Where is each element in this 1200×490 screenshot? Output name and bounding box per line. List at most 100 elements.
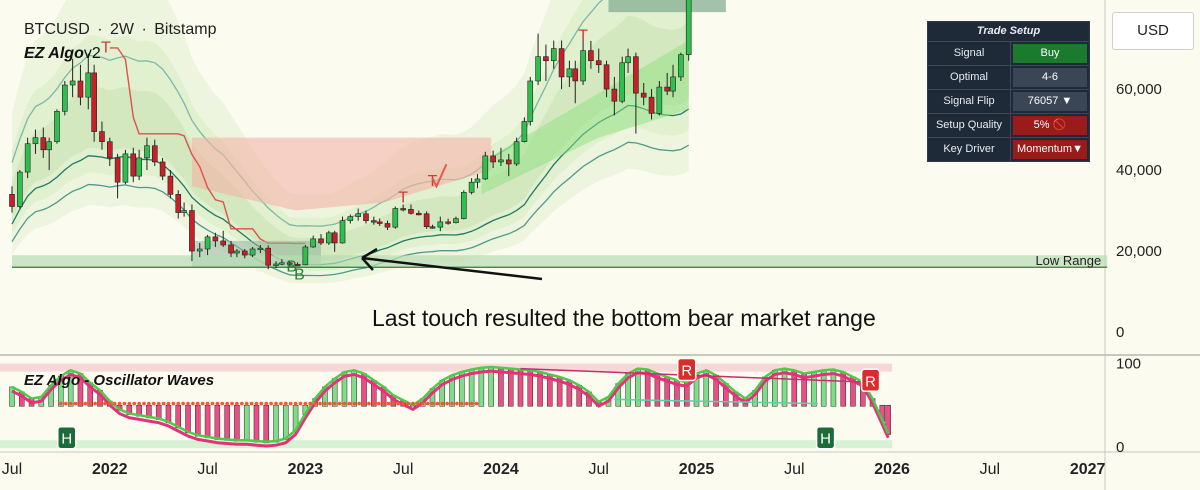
osc-dot <box>103 401 107 406</box>
indicator-name-main: EZ Algo <box>24 45 84 62</box>
candle-body <box>228 244 234 254</box>
resistance-zone-shape <box>191 137 492 211</box>
osc-dot <box>259 401 264 406</box>
osc-dot <box>93 401 97 406</box>
osc-histogram-bar <box>488 366 494 407</box>
candle-body <box>181 210 187 213</box>
candle-body <box>453 218 459 223</box>
osc-dot <box>362 401 366 406</box>
osc-dot <box>318 401 322 406</box>
candle-body <box>527 80 534 122</box>
osc-dot <box>420 401 425 406</box>
osc-dot <box>401 401 405 406</box>
osc-dot <box>171 401 176 406</box>
osc-wave-line <box>11 365 890 444</box>
osc-dot <box>186 401 190 406</box>
candle-body <box>490 155 496 163</box>
candle-body <box>415 213 422 216</box>
candle-body <box>24 143 31 173</box>
candle-body <box>482 155 489 180</box>
candle-body <box>91 72 97 132</box>
candle-body <box>159 161 166 177</box>
setup-label: Optimal <box>928 66 1011 89</box>
osc-histogram-bar <box>224 404 230 441</box>
candle-body <box>445 221 451 224</box>
candle-body <box>136 157 142 177</box>
candle-body <box>130 153 137 177</box>
osc-dot <box>391 401 396 406</box>
candle-body <box>310 238 316 248</box>
setup-value: Buy <box>1013 44 1087 63</box>
osc-dot <box>112 401 117 406</box>
candle-body <box>302 246 309 266</box>
candle-body <box>62 84 68 112</box>
setup-value: 5% 🚫 <box>1013 116 1087 135</box>
candle-body <box>32 137 39 145</box>
candle-body <box>408 209 414 214</box>
indicator-name: EZ Algov2 <box>24 45 101 62</box>
osc-dot <box>200 401 205 406</box>
setup-label: Signal Flip <box>928 90 1011 113</box>
candle-body <box>437 221 444 228</box>
candle-body <box>670 76 676 92</box>
candle-body <box>558 48 565 78</box>
osc-dot <box>240 401 244 406</box>
candle-body <box>106 141 113 159</box>
osc-histogram-bar <box>273 404 279 443</box>
candle-body <box>234 250 240 254</box>
candle-body <box>513 141 520 165</box>
osc-dot <box>63 401 68 406</box>
time-tick-label: 2026 <box>874 461 910 478</box>
candle-body <box>273 263 279 266</box>
osc-dot <box>137 401 141 406</box>
candle-body <box>46 141 52 151</box>
osc-dot <box>323 401 327 406</box>
osc-histogram-bar <box>234 404 240 442</box>
time-tick-label: 2025 <box>679 461 715 478</box>
osc-dot <box>215 401 220 406</box>
candle-body <box>498 159 504 163</box>
osc-histogram-bar <box>175 404 181 429</box>
candle-body <box>376 221 383 224</box>
osc-dot <box>396 401 401 406</box>
osc-dot <box>220 401 225 406</box>
price-band <box>12 15 689 262</box>
candle-body <box>566 68 573 78</box>
osc-histogram-bar <box>263 404 269 444</box>
osc-tick-label: 100 <box>1116 356 1141 373</box>
price-tick-label: 20,000 <box>1116 243 1162 260</box>
osc-r-marker <box>676 357 697 382</box>
top-signal-marker: T <box>428 173 438 190</box>
osc-h-marker <box>57 425 77 450</box>
osc-dot <box>381 401 386 406</box>
osc-dot <box>98 401 102 406</box>
osc-dot <box>337 401 342 406</box>
candle-body <box>588 50 594 62</box>
time-tick-label: Jul <box>588 461 608 478</box>
osc-dot <box>225 401 229 406</box>
osc-dot <box>274 401 278 406</box>
osc-dot <box>425 401 430 406</box>
candle-body <box>339 220 346 244</box>
osc-dot <box>151 401 156 406</box>
currency-button[interactable]: USD <box>1112 12 1194 50</box>
time-axis: Jul 2022 Jul 2023 Jul 2024 Jul 2025 Jul 2026 Jul 20… <box>2 461 1106 478</box>
time-tick-label: Jul <box>2 461 22 478</box>
top-zone <box>608 0 726 13</box>
osc-dot <box>328 401 332 406</box>
osc-dot <box>191 401 195 406</box>
candle-body <box>220 240 227 246</box>
time-tick-label: 2027 <box>1070 461 1106 478</box>
low-range-band <box>12 255 1108 268</box>
osc-dot <box>332 401 337 406</box>
osc-dot <box>455 401 459 406</box>
price-axis: 0 20,000 40,000 60,000 <box>1116 81 1162 341</box>
osc-r-marker <box>860 368 881 393</box>
annotation-arrow-shaft <box>361 256 543 281</box>
osc-histogram-bar <box>9 386 15 407</box>
candle-body <box>196 248 203 252</box>
osc-dot <box>298 401 303 406</box>
osc-dot <box>284 401 288 406</box>
osc-dot <box>303 401 308 406</box>
candle-body <box>619 62 625 102</box>
